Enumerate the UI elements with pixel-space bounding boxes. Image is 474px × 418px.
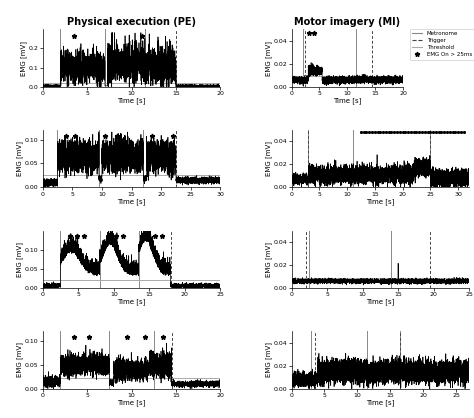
Legend: Metronome, Trigger, Threshold, EMG On > 25ms: Metronome, Trigger, Threshold, EMG On > …: [410, 29, 474, 60]
X-axis label: Time [s]: Time [s]: [118, 399, 146, 406]
X-axis label: Time [s]: Time [s]: [118, 298, 146, 306]
Y-axis label: EMG [mV]: EMG [mV]: [265, 41, 272, 76]
Y-axis label: EMG [mV]: EMG [mV]: [17, 342, 24, 377]
X-axis label: Time [s]: Time [s]: [366, 198, 394, 205]
X-axis label: Time [s]: Time [s]: [118, 198, 146, 205]
X-axis label: Time [s]: Time [s]: [366, 399, 394, 406]
Y-axis label: EMG [mV]: EMG [mV]: [265, 342, 272, 377]
X-axis label: Time [s]: Time [s]: [333, 97, 362, 104]
Y-axis label: EMG [mV]: EMG [mV]: [17, 141, 24, 176]
Y-axis label: EMG [mV]: EMG [mV]: [265, 141, 272, 176]
X-axis label: Time [s]: Time [s]: [366, 298, 394, 306]
X-axis label: Time [s]: Time [s]: [118, 97, 146, 104]
Title: Motor imagery (MI): Motor imagery (MI): [294, 17, 401, 27]
Y-axis label: EMG [mV]: EMG [mV]: [17, 242, 24, 277]
Title: Physical execution (PE): Physical execution (PE): [67, 17, 196, 27]
Y-axis label: EMG [mV]: EMG [mV]: [265, 242, 272, 277]
Y-axis label: EMG [mV]: EMG [mV]: [20, 41, 27, 76]
